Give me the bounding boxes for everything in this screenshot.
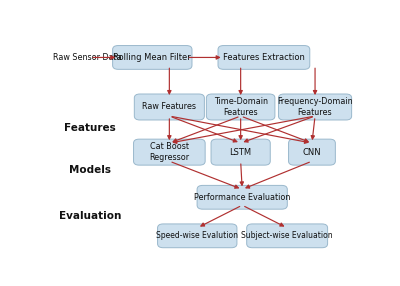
Text: Evaluation: Evaluation — [59, 211, 122, 221]
FancyBboxPatch shape — [197, 185, 287, 209]
FancyBboxPatch shape — [247, 224, 328, 248]
FancyBboxPatch shape — [218, 45, 310, 69]
FancyBboxPatch shape — [134, 94, 204, 120]
FancyBboxPatch shape — [206, 94, 275, 120]
FancyBboxPatch shape — [113, 45, 192, 69]
Text: LSTM: LSTM — [230, 148, 252, 157]
Text: Cat Boost
Regressor: Cat Boost Regressor — [149, 142, 190, 162]
FancyBboxPatch shape — [288, 139, 335, 165]
Text: Features: Features — [64, 123, 116, 133]
Text: Performance Evaluation: Performance Evaluation — [194, 193, 290, 202]
Text: Time-Domain
Features: Time-Domain Features — [214, 97, 268, 117]
FancyBboxPatch shape — [158, 224, 237, 248]
FancyBboxPatch shape — [134, 139, 205, 165]
Text: Speed-wise Evalution: Speed-wise Evalution — [156, 231, 238, 240]
Text: Frequency-Domain
Features: Frequency-Domain Features — [277, 97, 353, 117]
Text: CNN: CNN — [303, 148, 321, 157]
Text: Raw Sensor Data: Raw Sensor Data — [53, 53, 122, 62]
Text: Subject-wise Evaluation: Subject-wise Evaluation — [241, 231, 333, 240]
Text: Raw Features: Raw Features — [142, 102, 196, 112]
Text: Features Extraction: Features Extraction — [223, 53, 305, 62]
Text: Rolling Mean Filter: Rolling Mean Filter — [114, 53, 191, 62]
Text: Models: Models — [69, 165, 111, 175]
FancyBboxPatch shape — [211, 139, 270, 165]
FancyBboxPatch shape — [278, 94, 352, 120]
